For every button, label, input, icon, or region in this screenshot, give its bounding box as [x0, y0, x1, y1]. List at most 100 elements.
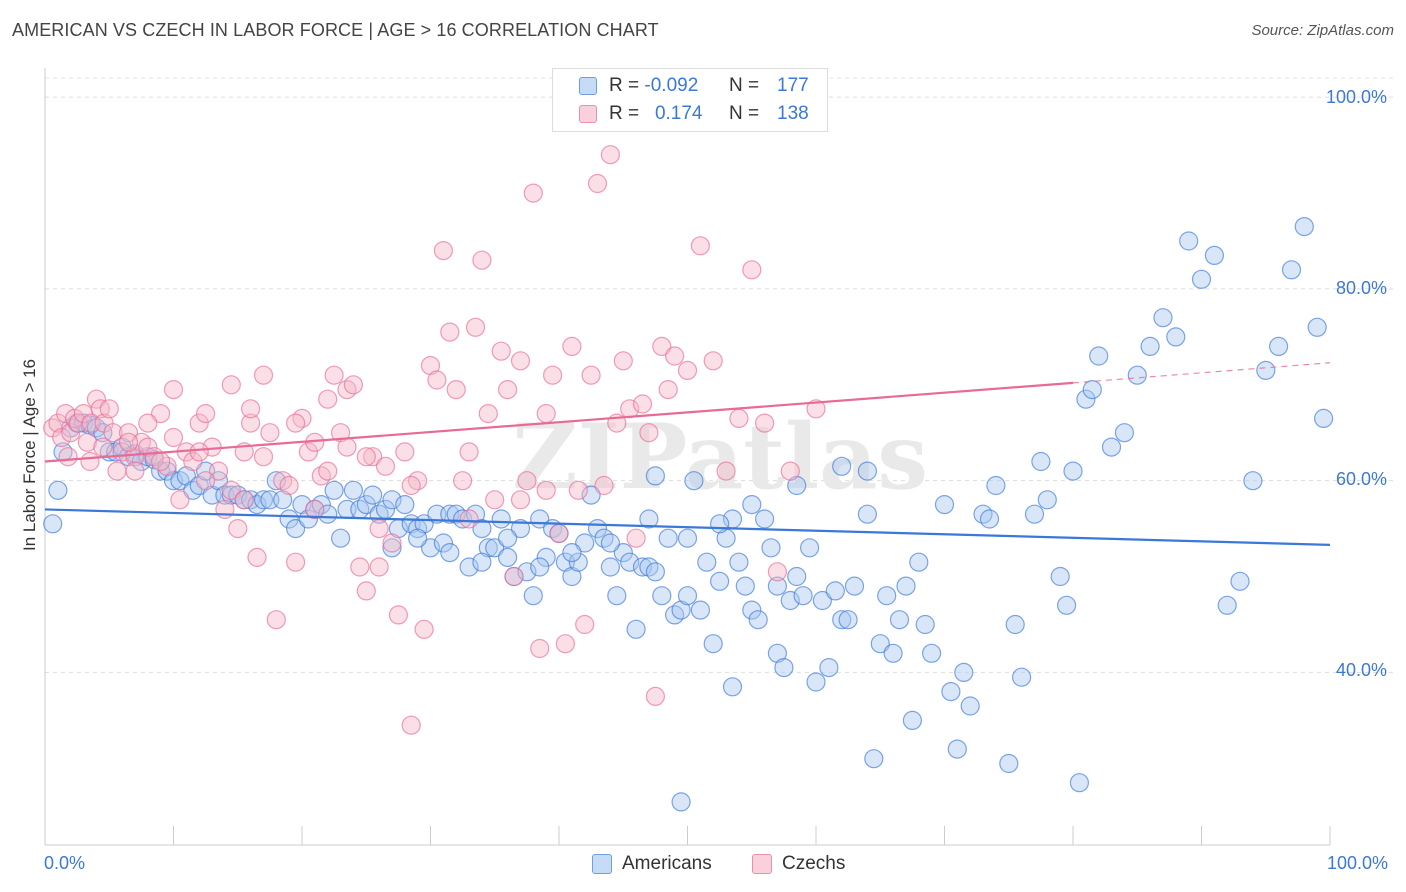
czechs-point: [459, 509, 479, 529]
czechs-point: [581, 365, 601, 385]
americans-point: [896, 576, 916, 596]
czechs-point: [363, 447, 383, 467]
americans-point: [767, 643, 788, 663]
czechs-point: [626, 528, 646, 548]
americans-point: [43, 514, 63, 534]
czechs-point: [716, 461, 736, 481]
americans-point: [832, 610, 852, 630]
czechs-point: [241, 413, 261, 433]
czechs-point: [260, 423, 280, 443]
czechs-legend-label: Czechs: [782, 853, 846, 874]
americans-point: [787, 475, 807, 496]
czechs-point: [639, 423, 659, 443]
legend-row-americans: R = -0.092 N = 177: [553, 72, 809, 100]
americans-point: [279, 509, 299, 529]
americans-point: [787, 566, 807, 587]
czechs-point: [163, 380, 184, 400]
x-axis-min-label: 0.0%: [44, 853, 86, 873]
americans-point: [767, 576, 788, 596]
czechs-point: [645, 686, 666, 707]
legend-n-label: N =: [729, 75, 760, 96]
americans-point: [658, 528, 678, 548]
czechs-point: [343, 375, 363, 395]
czechs-point: [107, 461, 127, 481]
y-tick-100: 100.0%: [1326, 87, 1388, 107]
czechs-point: [151, 451, 171, 472]
czechs-point: [215, 499, 235, 519]
americans-point: [652, 586, 672, 606]
americans-point: [639, 509, 659, 529]
czechs-point: [99, 399, 119, 419]
czechs-point: [510, 490, 531, 510]
czechs-point: [77, 432, 98, 452]
czechs-point: [658, 380, 678, 400]
americans-point: [645, 466, 666, 486]
americans-point: [382, 490, 402, 510]
y-tick-60: 60.0%: [1336, 469, 1388, 489]
americans-point: [491, 509, 511, 529]
czechs-point: [305, 499, 325, 519]
czechs-point: [318, 389, 338, 409]
americans-point: [1268, 336, 1289, 356]
americans-point: [440, 542, 460, 563]
axes: [44, 68, 1331, 846]
americans-point: [877, 586, 897, 606]
czechs-point: [356, 447, 376, 467]
czechs-point: [208, 461, 229, 481]
americans-point: [562, 542, 582, 563]
czechs-point: [427, 370, 447, 390]
czechs-point: [401, 475, 421, 496]
americans-point: [498, 547, 518, 568]
czechs-point: [196, 471, 216, 491]
americans-point: [934, 495, 955, 515]
czechs-point: [587, 173, 608, 194]
americans-point: [408, 528, 428, 548]
watermark: ZIPatlas: [512, 404, 928, 510]
czechs-point: [420, 356, 441, 376]
americans-point: [266, 471, 286, 491]
bottom-legend-americans: Americans: [592, 852, 712, 876]
americans-point: [562, 566, 582, 587]
czechs-swatch: [579, 105, 597, 123]
americans-point: [748, 610, 768, 630]
americans-point: [645, 562, 666, 582]
czechs-point: [138, 413, 158, 433]
czechs-point: [542, 365, 563, 385]
americans-point: [433, 533, 453, 553]
americans-point: [1256, 360, 1276, 380]
czechs-point: [767, 562, 788, 582]
americans-point: [395, 495, 415, 515]
americans-point: [1089, 346, 1109, 366]
americans-point: [1191, 269, 1212, 289]
americans-swatch: [579, 77, 597, 95]
czechs-point: [103, 423, 123, 443]
czechs-point: [80, 451, 100, 472]
americans-legend-label: Americans: [622, 853, 712, 874]
czechs-point: [453, 471, 473, 491]
czechs-point: [356, 581, 376, 601]
americans-point: [947, 739, 967, 759]
czechs-point: [337, 437, 357, 457]
czechs-point: [241, 399, 261, 419]
americans-point: [1243, 471, 1263, 491]
czechs-point: [375, 456, 396, 476]
czechs-point: [446, 380, 466, 400]
czechs-point: [491, 341, 511, 361]
czechs-point: [536, 480, 556, 500]
americans-point: [1011, 667, 1032, 687]
americans-point: [1140, 336, 1160, 356]
americans-point: [1101, 437, 1122, 457]
americans-point: [742, 600, 762, 620]
czechs-point: [806, 399, 826, 419]
americans-point: [1056, 595, 1077, 615]
czechs-point: [52, 427, 72, 448]
americans-point: [600, 557, 621, 577]
americans-point: [459, 557, 479, 577]
americans-point: [921, 643, 942, 663]
czechs-point: [594, 475, 614, 496]
czechs-point: [369, 557, 389, 577]
americans-point: [1204, 245, 1225, 265]
czechs-point: [228, 518, 248, 539]
americans-point: [1153, 308, 1173, 328]
americans-point: [915, 614, 935, 635]
